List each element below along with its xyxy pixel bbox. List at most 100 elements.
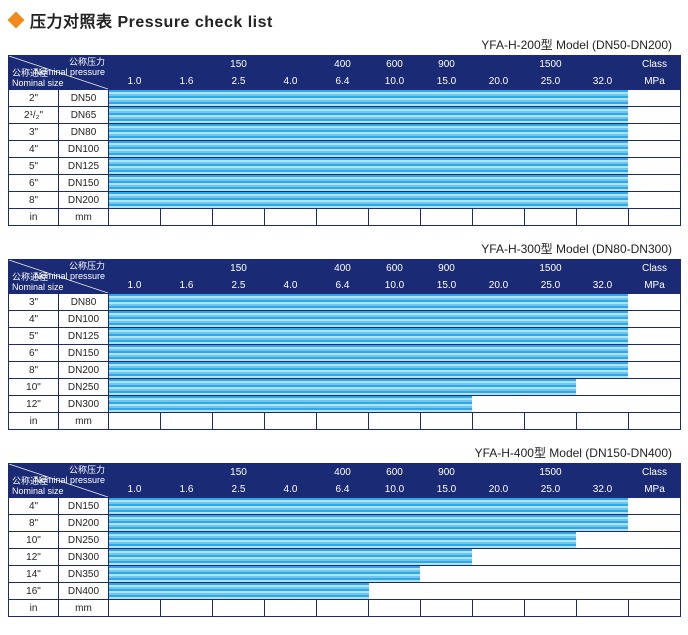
mpa-val: 10.0 [369, 277, 421, 294]
class-val [577, 260, 629, 277]
unit-mm: mm [59, 209, 109, 226]
empty-cell [369, 413, 421, 430]
pressure-bar [109, 124, 628, 140]
class-val [577, 56, 629, 73]
mpa-val: 20.0 [473, 73, 525, 90]
class-val [265, 56, 317, 73]
title-row: 压力对照表 Pressure check list [8, 8, 680, 32]
pressure-table: 公称压力Nominal pressure公称通径Nominal size 150 4… [8, 463, 681, 617]
class-label: Class [629, 260, 681, 277]
empty-cell [161, 600, 213, 617]
mpa-val: 6.4 [317, 481, 369, 498]
size-in: 10" [9, 379, 59, 396]
hdr-size: 公称通径Nominal size [12, 476, 64, 496]
class-val [161, 56, 213, 73]
size-in: 6" [9, 175, 59, 192]
mpa-val: 10.0 [369, 73, 421, 90]
class-val: 900 [421, 56, 473, 73]
size-in: 3" [9, 294, 59, 311]
size-mm: DN400 [59, 583, 109, 600]
diag-header: 公称压力Nominal pressure公称通径Nominal size [9, 464, 109, 498]
class-val: 400 [317, 56, 369, 73]
size-in: 8" [9, 362, 59, 379]
mpa-label: MPa [629, 481, 681, 498]
size-mm: DN50 [59, 90, 109, 107]
mpa-val: 32.0 [577, 73, 629, 90]
empty-cell [369, 209, 421, 226]
size-mm: DN200 [59, 515, 109, 532]
bar-cell [109, 90, 681, 107]
empty-cell [265, 413, 317, 430]
size-mm: DN250 [59, 379, 109, 396]
mpa-val: 20.0 [473, 481, 525, 498]
empty-cell [525, 413, 577, 430]
bar-cell [109, 192, 681, 209]
class-val [473, 260, 525, 277]
empty-cell [161, 209, 213, 226]
empty-cell [629, 209, 681, 226]
unit-in: in [9, 600, 59, 617]
class-val: 1500 [525, 260, 577, 277]
class-val [473, 56, 525, 73]
diag-header: 公称压力Nominal pressure公称通径Nominal size [9, 260, 109, 294]
pressure-bar [109, 583, 369, 599]
unit-mm: mm [59, 413, 109, 430]
class-val: 400 [317, 260, 369, 277]
empty-cell [317, 600, 369, 617]
bar-cell [109, 107, 681, 124]
pressure-bar [109, 362, 628, 378]
empty-cell [577, 413, 629, 430]
size-in: 12" [9, 396, 59, 413]
size-in: 6" [9, 345, 59, 362]
empty-cell [265, 209, 317, 226]
mpa-val: 15.0 [421, 481, 473, 498]
pressure-bar [109, 328, 628, 344]
empty-cell [369, 600, 421, 617]
empty-cell [473, 413, 525, 430]
class-val [265, 464, 317, 481]
mpa-val: 32.0 [577, 277, 629, 294]
model-label: YFA-H-200型 Model (DN50-DN200) [8, 36, 672, 53]
size-in: 5" [9, 158, 59, 175]
pressure-bar [109, 566, 420, 582]
size-in: 2" [9, 90, 59, 107]
size-mm: DN300 [59, 549, 109, 566]
empty-cell [473, 600, 525, 617]
size-mm: DN200 [59, 362, 109, 379]
empty-cell [421, 600, 473, 617]
size-mm: DN150 [59, 175, 109, 192]
pressure-bar [109, 175, 628, 191]
empty-cell [577, 600, 629, 617]
size-mm: DN150 [59, 498, 109, 515]
class-label: Class [629, 464, 681, 481]
empty-cell [213, 209, 265, 226]
pressure-bar [109, 549, 472, 565]
size-in: 4" [9, 498, 59, 515]
size-mm: DN300 [59, 396, 109, 413]
pressure-bar [109, 294, 628, 310]
unit-in: in [9, 413, 59, 430]
size-mm: DN150 [59, 345, 109, 362]
size-mm: DN100 [59, 311, 109, 328]
pressure-bar [109, 515, 628, 531]
class-val: 150 [213, 464, 265, 481]
size-in: 10" [9, 532, 59, 549]
mpa-val: 4.0 [265, 73, 317, 90]
size-mm: DN125 [59, 328, 109, 345]
class-val: 600 [369, 464, 421, 481]
class-val [265, 260, 317, 277]
class-val [161, 464, 213, 481]
class-val [577, 464, 629, 481]
size-in: 2¹/₂" [9, 107, 59, 124]
pressure-bar [109, 396, 472, 412]
mpa-val: 15.0 [421, 277, 473, 294]
empty-cell [213, 600, 265, 617]
pressure-table: 公称压力Nominal pressure公称通径Nominal size1504… [8, 259, 681, 430]
model-label: YFA-H-300型 Model (DN80-DN300) [8, 240, 672, 257]
empty-cell [525, 600, 577, 617]
mpa-val: 1.6 [161, 73, 213, 90]
bar-cell [109, 549, 681, 566]
pressure-bar [109, 141, 628, 157]
empty-cell [161, 413, 213, 430]
size-in: 12" [9, 549, 59, 566]
